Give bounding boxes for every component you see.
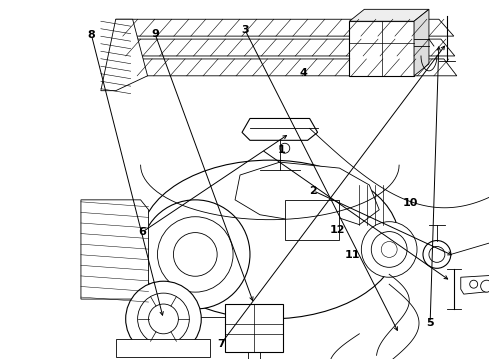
Polygon shape [242,118,318,140]
Polygon shape [116,19,454,36]
Circle shape [157,217,233,292]
Text: 5: 5 [426,318,434,328]
Text: 11: 11 [344,250,360,260]
Circle shape [429,247,445,262]
Circle shape [481,280,490,292]
Polygon shape [461,274,490,294]
Circle shape [125,281,201,357]
Polygon shape [119,39,455,56]
Circle shape [470,280,478,288]
Text: 8: 8 [88,30,96,40]
Circle shape [280,143,290,153]
Circle shape [148,304,178,334]
Polygon shape [101,19,147,91]
Circle shape [381,242,397,257]
Circle shape [173,233,217,276]
FancyBboxPatch shape [349,21,414,76]
Polygon shape [81,200,148,299]
Text: 2: 2 [309,186,317,196]
Polygon shape [349,9,429,21]
Text: 9: 9 [151,28,159,39]
FancyBboxPatch shape [225,304,283,352]
Polygon shape [131,59,457,76]
Text: 3: 3 [241,25,249,35]
FancyBboxPatch shape [285,200,340,239]
Circle shape [371,231,407,267]
Text: 4: 4 [299,68,307,78]
Circle shape [361,222,417,277]
Text: 6: 6 [139,227,147,237]
Ellipse shape [141,160,399,319]
Polygon shape [235,162,379,225]
Text: 10: 10 [403,198,418,208]
Text: 12: 12 [330,225,345,235]
Circle shape [141,200,250,309]
Polygon shape [414,9,429,76]
Text: 1: 1 [278,145,285,155]
Circle shape [423,240,451,268]
FancyBboxPatch shape [116,339,210,357]
Circle shape [138,293,189,345]
Text: 7: 7 [217,339,224,349]
